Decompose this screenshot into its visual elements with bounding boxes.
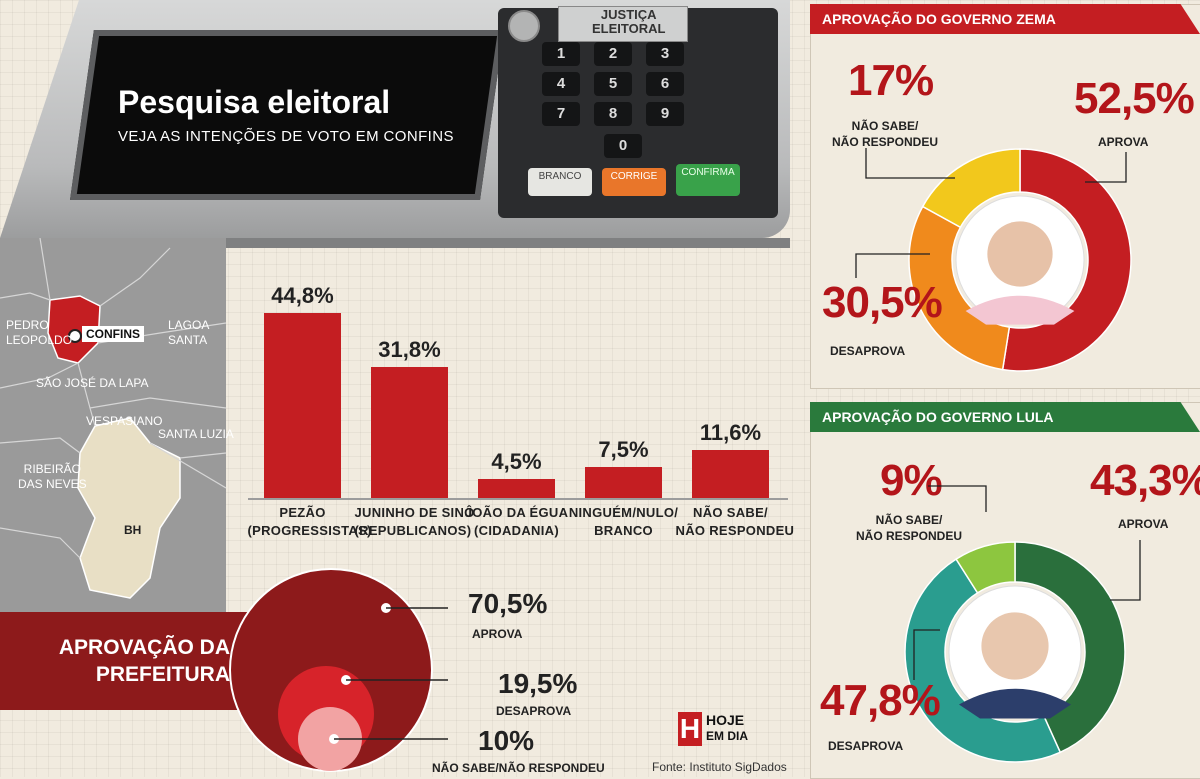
- prefeitura-aprova-value: 70,5%: [468, 588, 548, 619]
- zemaDonut-slice-2: [921, 148, 1021, 229]
- keypad: 1 2 3 4 5 6 7 8 9 0 BRANCO CORRIGE CONFI…: [498, 8, 778, 218]
- zema-panel: [810, 4, 1200, 389]
- justica-eleitoral-plate: [558, 6, 688, 42]
- lulaDonut-portrait-face: [981, 612, 1049, 680]
- bar-4: [692, 450, 769, 498]
- bar-chart-baseline: [248, 498, 788, 500]
- key-7: 7: [542, 102, 580, 126]
- corrige-key: CORRIGE: [602, 168, 666, 196]
- prefeitura-nao-sabe-label: NÃO SABE/NÃO RESPONDEU: [432, 761, 605, 775]
- bar-2: [478, 479, 555, 498]
- confirma-key: CONFIRMA: [676, 164, 740, 196]
- region-map: [0, 238, 226, 613]
- key-3: 3: [646, 42, 684, 66]
- bar-value-2: 4,5%: [491, 449, 542, 475]
- prefeitura-aprova-label: APROVA: [472, 627, 523, 641]
- lula-title: APROVAÇÃO DO GOVERNO LULA: [822, 409, 1054, 425]
- zema-desaprova-value: 30,5%: [822, 278, 943, 327]
- zemaDonut-slice-0: [1001, 148, 1132, 372]
- key-8: 8: [594, 102, 632, 126]
- key-6: 6: [646, 72, 684, 96]
- zemaDonut-portrait-face: [987, 221, 1053, 287]
- lula-donut: [904, 541, 1126, 763]
- prefeitura-nao-sabe-value: 10%: [478, 725, 535, 756]
- map-label-pedro-leopoldo: PEDRO LEOPOLDO: [6, 318, 73, 347]
- confins-pin-icon: [68, 329, 82, 343]
- bar-label-4: NÃO SABE/ NÃO RESPONDEU: [675, 505, 795, 538]
- bar-label-3: NINGUÉM/NULO/ BRANCO: [568, 505, 679, 538]
- prefeitura-desaprova-label: DESAPROVA: [496, 704, 572, 718]
- logo-h: H: [678, 712, 702, 746]
- map-label-sao-jose: SÃO JOSÉ DA LAPA: [36, 376, 149, 390]
- justica-eleitoral-text: JUSTIÇA ELEITORAL: [592, 7, 666, 36]
- bar-label-2: JOÃO DA ÉGUA (CIDADANIA): [464, 505, 569, 538]
- zema-title-bar: [810, 4, 1200, 34]
- zema-nao-sabe-label: NÃO SABE/ NÃO RESPONDEU: [832, 119, 939, 149]
- prefeitura-banner: [0, 612, 250, 710]
- key-4: 4: [542, 72, 580, 96]
- lulaDonut-slice-2: [955, 541, 1016, 594]
- map-label-confins: CONFINS: [82, 326, 144, 342]
- zema-aprova-label: APROVA: [1098, 135, 1149, 149]
- voting-machine-base: [0, 238, 790, 248]
- map-label-ribeirao: RIBEIRÃO DAS NEVES: [18, 462, 87, 491]
- prefeitura-desaprova-value: 19,5%: [498, 668, 578, 699]
- bar-0: [264, 313, 341, 498]
- map-label-lagoa-santa: LAGOA SANTA: [168, 318, 210, 347]
- zema-aprova-value: 52,5%: [1074, 74, 1195, 123]
- zemaDonut-slice-1: [908, 205, 1011, 371]
- lula-nao-sabe-label: NÃO SABE/ NÃO RESPONDEU: [856, 513, 963, 543]
- zema-title: APROVAÇÃO DO GOVERNO ZEMA: [822, 11, 1056, 27]
- map-label-vespasiano: VESPASIANO: [86, 414, 163, 428]
- zema-desaprova-label: DESAPROVA: [830, 344, 906, 358]
- hoje-em-dia-logo: H HOJE EM DIA: [678, 712, 758, 752]
- key-9: 9: [646, 102, 684, 126]
- zema-leader-lines: [855, 148, 1127, 278]
- source-credit: Fonte: Instituto SigDados: [652, 760, 787, 774]
- key-5: 5: [594, 72, 632, 96]
- lula-aprova-value: 43,3%: [1090, 456, 1200, 505]
- lula-desaprova-label: DESAPROVA: [828, 739, 904, 753]
- bar-3: [585, 467, 662, 498]
- bar-label-0: PEZÃO (PROGRESSISTAS): [247, 505, 372, 538]
- bar-value-1: 31,8%: [378, 336, 441, 362]
- bar-value-0: 44,8%: [271, 283, 334, 308]
- lula-title-bar: [810, 402, 1200, 432]
- key-2: 2: [594, 42, 632, 66]
- branco-key: BRANCO: [528, 168, 592, 196]
- bar-chart: 44,8% PEZÃO (PROGRESSISTAS) 31,8% JUNINHO D…: [247, 270, 795, 570]
- lula-aprova-label: APROVA: [1118, 517, 1169, 531]
- map-label-bh: BH: [124, 523, 142, 537]
- bar-label-1: JUNINHO DE SINÔ (REPUBLICANOS): [354, 505, 475, 538]
- lula-nao-sabe-value: 9%: [880, 456, 943, 505]
- page-title: Pesquisa eleitoral: [118, 84, 391, 120]
- key-1: 1: [542, 42, 580, 66]
- lulaDonut-slice-0: [1014, 541, 1126, 754]
- page-subtitle: VEJA AS INTENÇÕES DE VOTO EM CONFINS: [118, 128, 454, 145]
- prefeitura-title: APROVAÇÃO DA PREFEITURA: [58, 636, 230, 686]
- zema-nao-sabe-value: 17%: [848, 56, 934, 105]
- lula-leader-lines: [913, 485, 1141, 680]
- bar-value-3: 7,5%: [598, 437, 649, 463]
- lulaDonut-portrait-body: [959, 688, 1071, 719]
- zemaDonut-portrait-body: [965, 295, 1075, 325]
- logo-line2: EM DIA: [706, 729, 748, 743]
- prefeitura-chart: [229, 568, 448, 772]
- brasao-icon: [508, 10, 540, 42]
- lula-desaprova-value: 47,8%: [820, 676, 941, 725]
- logo-line1: HOJE: [706, 712, 745, 728]
- bar-1: [371, 366, 448, 498]
- bar-value-4: 11,6%: [699, 420, 762, 446]
- key-0: 0: [604, 134, 642, 158]
- zema-donut: [908, 148, 1132, 372]
- map-label-santa-luzia: SANTA LUZIA: [158, 427, 234, 441]
